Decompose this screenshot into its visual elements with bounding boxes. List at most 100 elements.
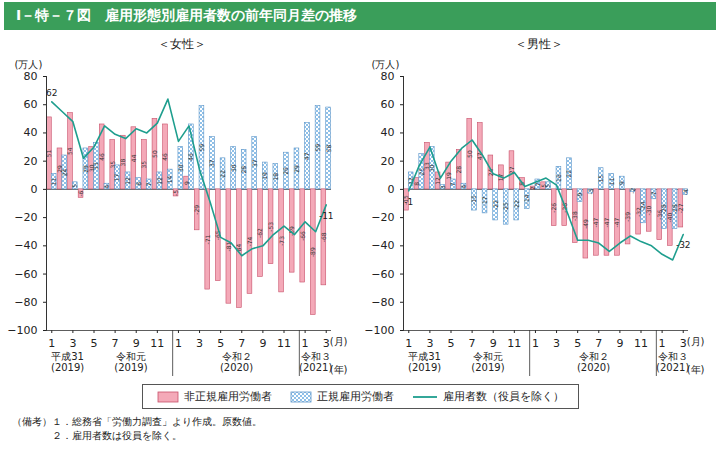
svg-text:-28: -28 bbox=[671, 204, 678, 214]
svg-text:−80: −80 bbox=[371, 296, 394, 309]
svg-text:9: 9 bbox=[616, 337, 623, 350]
svg-text:3: 3 bbox=[439, 185, 446, 189]
svg-text:-5: -5 bbox=[172, 190, 179, 196]
svg-text:9: 9 bbox=[133, 337, 140, 350]
svg-text:0: 0 bbox=[388, 183, 395, 196]
svg-text:29: 29 bbox=[293, 165, 300, 173]
svg-text:(月): (月) bbox=[330, 336, 348, 347]
svg-text:-73: -73 bbox=[278, 236, 285, 246]
svg-text:令和元(2019): 令和元(2019) bbox=[471, 351, 504, 374]
svg-text:-22: -22 bbox=[513, 200, 520, 210]
svg-text:(年): (年) bbox=[330, 364, 348, 375]
svg-text:26: 26 bbox=[282, 167, 289, 175]
svg-text:4: 4 bbox=[103, 184, 110, 188]
svg-text:-26: -26 bbox=[550, 203, 557, 213]
svg-text:1: 1 bbox=[175, 337, 182, 350]
svg-text:15: 15 bbox=[597, 175, 604, 183]
svg-text:12: 12 bbox=[156, 177, 163, 185]
svg-text:平成31(2019): 平成31(2019) bbox=[408, 351, 441, 374]
svg-text:9: 9 bbox=[490, 337, 497, 350]
svg-text:54: 54 bbox=[66, 147, 73, 155]
svg-text:3: 3 bbox=[553, 337, 560, 350]
svg-text:−60: −60 bbox=[14, 268, 37, 281]
svg-text:-4: -4 bbox=[682, 189, 689, 195]
svg-text:-9: -9 bbox=[576, 193, 583, 199]
svg-text:11: 11 bbox=[277, 337, 291, 350]
svg-text:1: 1 bbox=[659, 337, 666, 350]
svg-text:80: 80 bbox=[24, 70, 38, 83]
svg-text:-22: -22 bbox=[492, 200, 499, 210]
svg-text:35: 35 bbox=[140, 161, 147, 169]
svg-text:7: 7 bbox=[449, 182, 456, 186]
svg-text:28: 28 bbox=[455, 166, 462, 174]
svg-text:-32: -32 bbox=[676, 240, 691, 250]
svg-text:−40: −40 bbox=[371, 239, 394, 252]
svg-text:平成31(2019): 平成31(2019) bbox=[51, 351, 84, 374]
svg-text:12: 12 bbox=[124, 177, 131, 185]
svg-text:5: 5 bbox=[448, 337, 455, 350]
svg-text:44: 44 bbox=[130, 154, 137, 162]
svg-text:-3: -3 bbox=[587, 188, 594, 194]
svg-text:令和２(2020): 令和２(2020) bbox=[220, 351, 253, 374]
svg-text:-47: -47 bbox=[592, 217, 599, 227]
svg-text:22: 22 bbox=[219, 170, 226, 178]
svg-text:50: 50 bbox=[151, 150, 158, 158]
svg-text:14: 14 bbox=[166, 176, 173, 184]
svg-text:11: 11 bbox=[150, 337, 164, 350]
svg-text:-38: -38 bbox=[571, 211, 578, 221]
svg-text:46: 46 bbox=[98, 153, 105, 161]
svg-text:1: 1 bbox=[48, 337, 55, 350]
svg-text:37: 37 bbox=[251, 159, 258, 167]
svg-text:-7: -7 bbox=[650, 191, 657, 197]
svg-text:-17: -17 bbox=[481, 196, 488, 206]
svg-text:59: 59 bbox=[198, 144, 205, 152]
svg-text:-6: -6 bbox=[77, 190, 84, 196]
svg-text:19: 19 bbox=[445, 172, 452, 180]
svg-text:7: 7 bbox=[238, 337, 245, 350]
svg-text:5: 5 bbox=[91, 337, 98, 350]
svg-text:令和元(2019): 令和元(2019) bbox=[114, 351, 147, 374]
svg-text:-74: -74 bbox=[246, 237, 253, 247]
svg-text:35: 35 bbox=[109, 161, 116, 169]
svg-text:−100: −100 bbox=[364, 324, 394, 337]
svg-text:20: 20 bbox=[381, 155, 395, 168]
svg-text:7: 7 bbox=[595, 337, 602, 350]
svg-text:7: 7 bbox=[112, 337, 119, 350]
svg-text:40: 40 bbox=[24, 126, 38, 139]
svg-text:-71: -71 bbox=[204, 234, 211, 244]
svg-text:80: 80 bbox=[381, 70, 395, 83]
svg-text:3: 3 bbox=[680, 337, 687, 350]
svg-text:(万人): (万人) bbox=[15, 59, 43, 70]
svg-text:3: 3 bbox=[196, 337, 203, 350]
svg-text:40: 40 bbox=[381, 126, 395, 139]
svg-text:-62: -62 bbox=[256, 228, 263, 238]
svg-text:11: 11 bbox=[50, 178, 57, 186]
svg-text:令和３(2021): 令和３(2021) bbox=[299, 351, 332, 374]
svg-text:37: 37 bbox=[208, 159, 215, 167]
svg-text:16: 16 bbox=[555, 174, 562, 182]
svg-text:−100: −100 bbox=[7, 324, 37, 337]
svg-text:19: 19 bbox=[261, 172, 268, 180]
svg-text:0: 0 bbox=[31, 183, 38, 196]
svg-text:1: 1 bbox=[405, 337, 412, 350]
svg-text:50: 50 bbox=[466, 150, 473, 158]
svg-text:5: 5 bbox=[71, 184, 78, 188]
svg-text:7: 7 bbox=[145, 182, 152, 186]
svg-text:5: 5 bbox=[544, 184, 551, 188]
svg-text:-29: -29 bbox=[193, 205, 200, 215]
svg-text:4: 4 bbox=[460, 184, 467, 188]
svg-text:30: 30 bbox=[230, 164, 237, 172]
svg-text:33: 33 bbox=[92, 162, 99, 170]
svg-text:30: 30 bbox=[428, 164, 435, 172]
svg-text:60: 60 bbox=[24, 98, 38, 111]
svg-text:令和２(2020): 令和２(2020) bbox=[577, 351, 610, 374]
svg-text:62: 62 bbox=[46, 88, 57, 98]
svg-text:(月): (月) bbox=[687, 336, 705, 347]
svg-text:59: 59 bbox=[314, 144, 321, 152]
svg-text:30: 30 bbox=[177, 164, 184, 172]
svg-text:-24: -24 bbox=[639, 201, 646, 211]
svg-text:22: 22 bbox=[565, 170, 572, 178]
svg-text:3: 3 bbox=[426, 337, 433, 350]
svg-text:(万人): (万人) bbox=[372, 59, 400, 70]
svg-text:29: 29 bbox=[82, 165, 89, 173]
